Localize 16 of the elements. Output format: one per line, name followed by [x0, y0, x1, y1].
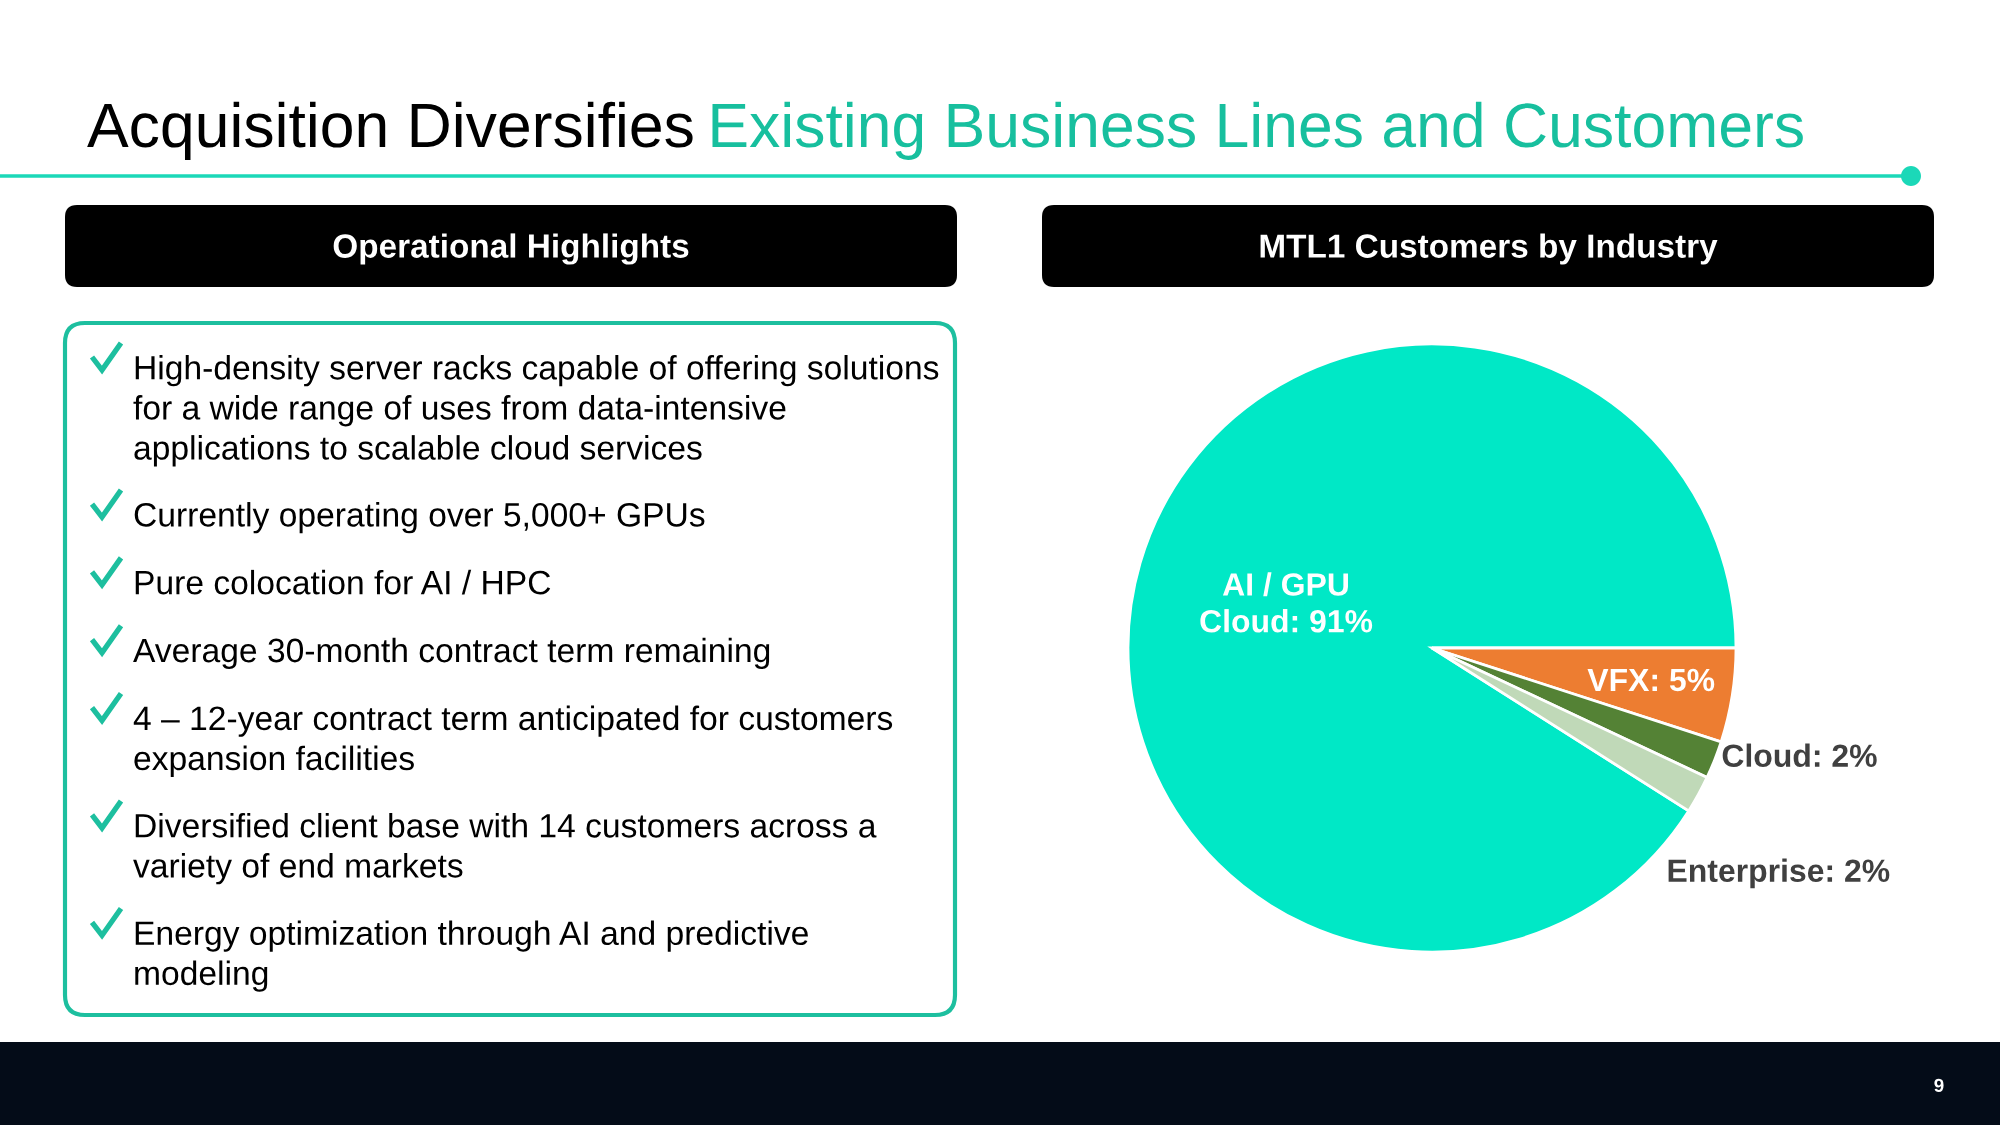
- text: Operational Highlights: [333, 233, 689, 265]
- text: Energy optimization through AI and predictive modeling: [135, 920, 808, 992]
- slice-label: Enterprise: 2%: [1668, 858, 1890, 889]
- text: Pure colocation for AI / HPC: [135, 569, 551, 595]
- slice-label: VFX: 5%: [1587, 668, 1715, 692]
- text: 4 – 12-year contract term anticipated for customers expansion facilities: [133, 705, 893, 777]
- text: 9: [1934, 1078, 1944, 1093]
- chart-title: MTL1 Customers by Industry: [1260, 233, 1718, 265]
- text: Currently operating over 5,000+ GPUs: [134, 502, 705, 534]
- slice-label: Cloud: 2%: [1722, 743, 1877, 768]
- text: Average 30-month contract term remaining: [133, 637, 770, 670]
- text: Acquisition Diversifies: [87, 101, 693, 160]
- text: High-density server racks capable of offering solutions for a wide range of uses from data-intensive applications to scalable cloud services: [133, 355, 939, 467]
- text: Diversified client base with 14 customers across a variety of end markets: [133, 812, 877, 885]
- slice-label: AI / GPU Cloud: 91%: [1200, 572, 1373, 633]
- text: Existing Business Lines and Customers: [712, 101, 1803, 160]
